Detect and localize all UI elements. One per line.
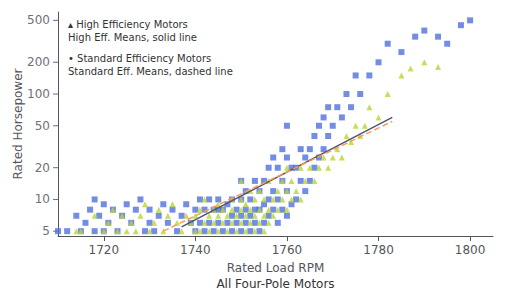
svg-text:• Standard Efficiency Motors: • Standard Efficiency Motors bbox=[68, 53, 211, 64]
svg-text:Standard Eff. Means, dashed li: Standard Eff. Means, dashed line bbox=[68, 66, 233, 77]
svg-text:▴ High Efficiency Motors: ▴ High Efficiency Motors bbox=[68, 19, 188, 30]
svg-text:100: 100 bbox=[27, 87, 50, 101]
svg-text:1760: 1760 bbox=[272, 243, 303, 257]
svg-text:Rated Load RPM: Rated Load RPM bbox=[227, 261, 324, 275]
svg-text:20: 20 bbox=[35, 161, 50, 175]
svg-text:Rated Horsepower: Rated Horsepower bbox=[11, 68, 25, 179]
svg-text:1740: 1740 bbox=[180, 243, 211, 257]
svg-text:5: 5 bbox=[42, 224, 50, 238]
svg-text:10: 10 bbox=[35, 192, 50, 206]
svg-text:50: 50 bbox=[35, 119, 50, 133]
svg-text:1780: 1780 bbox=[363, 243, 394, 257]
svg-text:500: 500 bbox=[27, 13, 50, 27]
svg-text:1800: 1800 bbox=[455, 243, 486, 257]
svg-text:200: 200 bbox=[27, 55, 50, 69]
svg-text:All Four-Pole Motors: All Four-Pole Motors bbox=[216, 277, 334, 291]
svg-text:1720: 1720 bbox=[89, 243, 120, 257]
svg-text:High Eff. Means, solid line: High Eff. Means, solid line bbox=[68, 32, 197, 43]
